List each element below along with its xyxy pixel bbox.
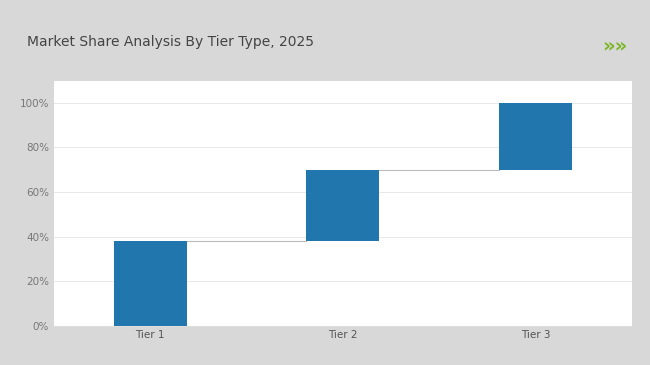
Bar <box>499 103 572 170</box>
Text: »»: »» <box>602 36 627 56</box>
Bar <box>114 241 187 326</box>
Text: Market Share Analysis By Tier Type, 2025: Market Share Analysis By Tier Type, 2025 <box>27 35 315 49</box>
Bar <box>306 170 380 241</box>
